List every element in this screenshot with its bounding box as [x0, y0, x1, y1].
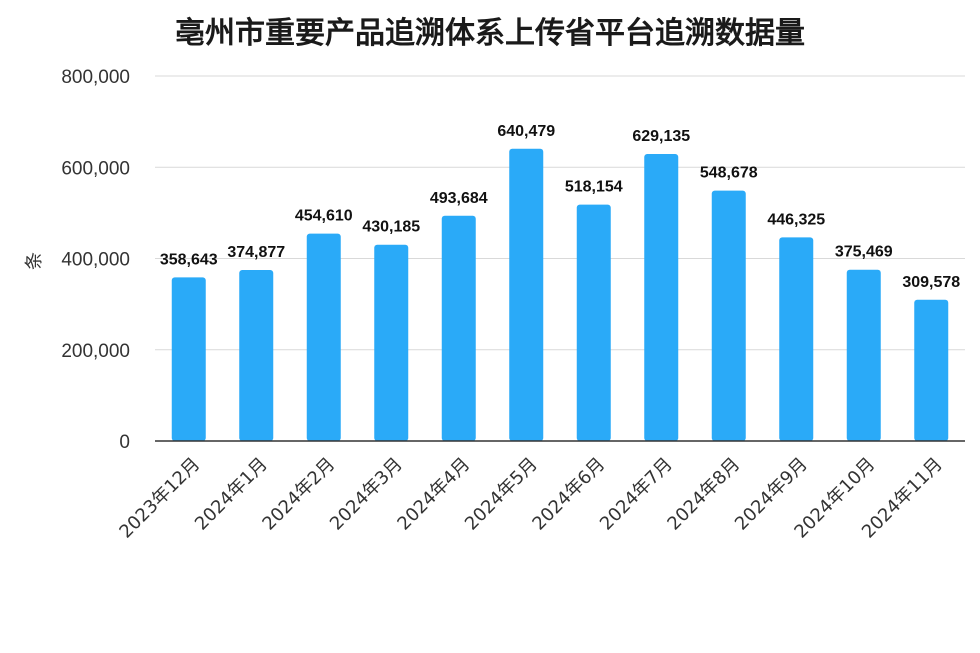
bar	[644, 153, 679, 441]
bar	[306, 233, 341, 441]
data-label: 446,325	[767, 211, 825, 228]
bar	[441, 215, 476, 441]
bar	[576, 204, 611, 441]
bar	[374, 244, 409, 441]
bar	[846, 269, 881, 441]
bar	[779, 237, 814, 441]
x-tick-label: 2024年7月	[596, 454, 677, 535]
x-tick-label: 2024年5月	[461, 454, 542, 535]
bar	[509, 148, 544, 441]
x-tick-label: 2024年4月	[393, 454, 474, 535]
data-label: 548,678	[700, 165, 758, 182]
y-tick-label: 0	[119, 432, 130, 453]
y-axis-label: 条	[24, 252, 45, 270]
gridlines	[155, 75, 965, 351]
data-labels: 358,643 374,877 454,610 430,185 493,684 640,4…	[160, 123, 960, 291]
bar	[711, 190, 746, 441]
x-tick-label: 2024年1月	[191, 454, 272, 535]
x-tick-label: 2024年2月	[258, 454, 339, 535]
x-tick-label: 2023年12月	[115, 454, 204, 543]
data-label: 454,610	[295, 208, 353, 225]
x-tick-label: 2024年6月	[528, 454, 609, 535]
data-label: 374,877	[227, 244, 285, 261]
data-label: 375,469	[835, 244, 893, 261]
x-axis-ticks: 2023年12月2024年1月2024年2月2024年3月2024年4月2024…	[115, 454, 946, 543]
x-tick-label: 2024年8月	[663, 454, 744, 535]
y-axis-ticks: 0 200,000 400,000 600,000 800,000	[61, 67, 130, 453]
data-label: 309,578	[902, 274, 960, 291]
x-tick-label: 2024年3月	[326, 454, 407, 535]
data-label: 640,479	[497, 123, 555, 140]
data-label: 358,643	[160, 251, 218, 268]
data-label: 629,135	[632, 128, 690, 145]
data-label: 518,154	[565, 179, 623, 196]
bar	[171, 277, 206, 441]
bar	[239, 269, 274, 441]
data-label: 430,185	[362, 219, 420, 236]
y-tick-label: 600,000	[61, 158, 130, 179]
y-tick-label: 200,000	[61, 341, 130, 362]
bar	[914, 299, 949, 441]
y-tick-label: 400,000	[61, 250, 130, 271]
data-label: 493,684	[430, 190, 488, 207]
bars	[171, 148, 949, 441]
y-tick-label: 800,000	[61, 67, 130, 88]
chart-title: 亳州市重要产品追溯体系上传省平台追溯数据量	[175, 16, 805, 51]
